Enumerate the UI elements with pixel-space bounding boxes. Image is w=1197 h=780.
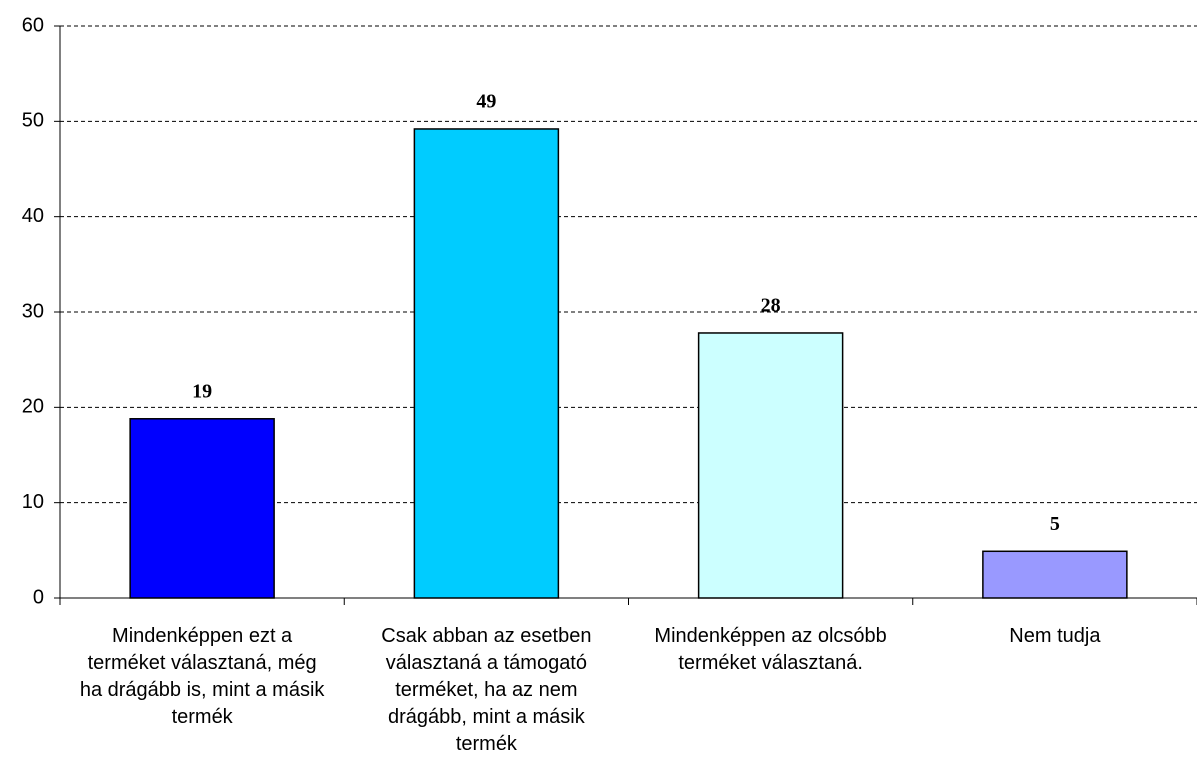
value-label: 19 xyxy=(192,380,212,402)
y-tick-label: 30 xyxy=(22,300,44,322)
y-tick-label: 10 xyxy=(22,491,44,513)
y-tick-label: 20 xyxy=(22,396,44,418)
bar xyxy=(129,418,275,599)
x-tick-label: Nem tudja xyxy=(1009,625,1101,647)
x-tick-label: Mindenképpen az olcsóbb terméket választ… xyxy=(654,625,887,674)
value-label: 5 xyxy=(1050,513,1060,535)
value-label: 49 xyxy=(476,91,496,113)
bar xyxy=(982,550,1128,599)
x-tick-label: Mindenképpen ezt a terméket választaná, … xyxy=(79,625,325,728)
y-tick-label: 60 xyxy=(22,14,44,36)
y-tick-label: 0 xyxy=(33,586,44,608)
y-tick-label: 50 xyxy=(22,110,44,132)
x-tick-label: Csak abban az esetben választaná a támog… xyxy=(381,625,592,755)
bar xyxy=(413,128,560,599)
bar xyxy=(697,332,844,599)
value-label: 28 xyxy=(761,295,781,317)
y-tick-label: 40 xyxy=(22,205,44,227)
